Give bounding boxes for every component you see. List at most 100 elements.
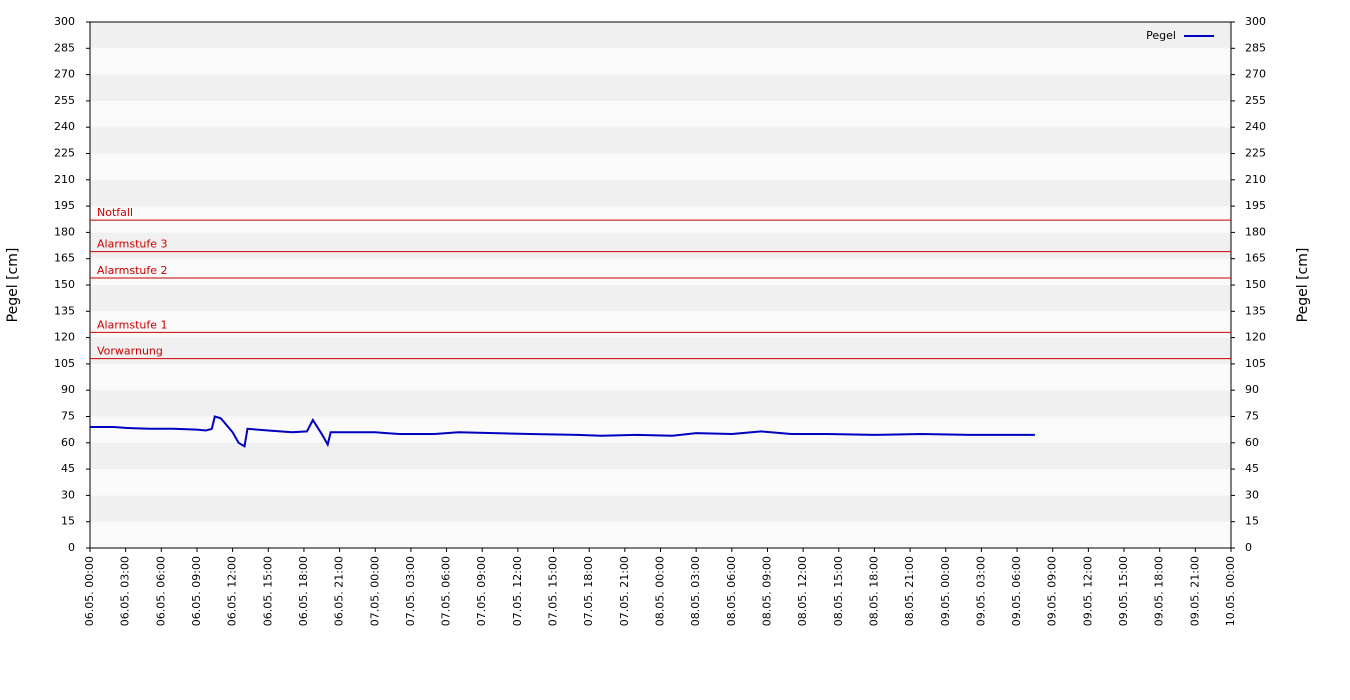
grid-band — [90, 469, 1231, 496]
threshold-label: Notfall — [97, 206, 133, 219]
x-tick-label: 07.05. 03:00 — [404, 556, 417, 626]
grid-band — [90, 416, 1231, 443]
y-tick-label: 225 — [54, 147, 75, 160]
x-tick-label: 06.05. 00:00 — [83, 556, 96, 626]
y-tick-label: 0 — [68, 541, 75, 554]
y2-tick-label: 240 — [1245, 120, 1266, 133]
threshold-label: Alarmstufe 3 — [97, 238, 168, 251]
y2-tick-label: 165 — [1245, 252, 1266, 265]
y2-tick-label: 30 — [1245, 488, 1259, 501]
x-tick-label: 08.05. 21:00 — [903, 556, 916, 626]
x-tick-label: 09.05. 09:00 — [1046, 556, 1059, 626]
x-tick-label: 09.05. 18:00 — [1153, 556, 1166, 626]
grid-band — [90, 258, 1231, 285]
x-tick-label: 08.05. 06:00 — [725, 556, 738, 626]
y-tick-label: 135 — [54, 304, 75, 317]
y-tick-label: 150 — [54, 278, 75, 291]
y2-tick-label: 15 — [1245, 515, 1259, 528]
y-tick-label: 240 — [54, 120, 75, 133]
x-tick-label: 06.05. 03:00 — [119, 556, 132, 626]
threshold-label: Alarmstufe 1 — [97, 318, 168, 331]
grid-band — [90, 127, 1231, 154]
x-tick-label: 09.05. 15:00 — [1117, 556, 1130, 626]
y2-axis-label: Pegel [cm] — [1295, 248, 1311, 323]
y2-tick-label: 195 — [1245, 199, 1266, 212]
y-tick-label: 90 — [61, 383, 75, 396]
x-tick-label: 09.05. 03:00 — [974, 556, 987, 626]
y-tick-label: 270 — [54, 68, 75, 81]
grid-band — [90, 363, 1231, 391]
grid-band — [90, 311, 1231, 338]
x-tick-label: 06.05. 15:00 — [261, 556, 274, 626]
x-tick-label: 08.05. 18:00 — [867, 556, 880, 626]
x-tick-label: 06.05. 12:00 — [226, 556, 239, 626]
grid-band — [90, 179, 1231, 207]
y-tick-label: 60 — [61, 436, 75, 449]
y-tick-label: 120 — [54, 331, 75, 344]
y2-tick-label: 135 — [1245, 304, 1266, 317]
y-tick-label: 165 — [54, 252, 75, 265]
y2-tick-label: 60 — [1245, 436, 1259, 449]
x-tick-label: 08.05. 12:00 — [796, 556, 809, 626]
y2-tick-label: 120 — [1245, 331, 1266, 344]
y-tick-label: 75 — [61, 410, 75, 423]
x-tick-label: 08.05. 15:00 — [832, 556, 845, 626]
y2-tick-label: 210 — [1245, 173, 1266, 186]
x-tick-label: 07.05. 18:00 — [582, 556, 595, 626]
grid-band — [90, 74, 1231, 101]
x-tick-label: 06.05. 18:00 — [297, 556, 310, 626]
x-tick-label: 06.05. 21:00 — [333, 556, 346, 626]
x-tick-label: 09.05. 21:00 — [1188, 556, 1201, 626]
grid-band — [90, 337, 1231, 364]
grid-band — [90, 153, 1231, 180]
grid-band — [90, 48, 1231, 75]
grid-band — [90, 442, 1231, 470]
x-tick-label: 10.05. 00:00 — [1224, 556, 1237, 626]
y2-tick-label: 300 — [1245, 15, 1266, 28]
y-tick-label: 45 — [61, 462, 75, 475]
y2-tick-label: 270 — [1245, 68, 1266, 81]
grid-band — [90, 206, 1231, 233]
x-tick-label: 07.05. 21:00 — [618, 556, 631, 626]
y2-tick-label: 225 — [1245, 147, 1266, 160]
grid-band — [90, 390, 1231, 417]
x-tick-label: 07.05. 00:00 — [368, 556, 381, 626]
data-line — [90, 415, 1035, 448]
y-tick-label: 285 — [54, 41, 75, 54]
x-tick-label: 07.05. 06:00 — [440, 556, 453, 626]
grid-band — [90, 521, 1231, 548]
y-axis-label: Pegel [cm] — [5, 248, 21, 323]
threshold-label: Vorwarnung — [97, 345, 163, 358]
y2-tick-label: 180 — [1245, 225, 1266, 238]
y-tick-label: 30 — [61, 488, 75, 501]
x-tick-label: 07.05. 15:00 — [547, 556, 560, 626]
y2-tick-label: 105 — [1245, 357, 1266, 370]
y-tick-label: 210 — [54, 173, 75, 186]
x-tick-label: 09.05. 06:00 — [1010, 556, 1023, 626]
y-tick-label: 195 — [54, 199, 75, 212]
threshold-label: Alarmstufe 2 — [97, 264, 168, 277]
y2-tick-label: 285 — [1245, 41, 1266, 54]
y-tick-label: 300 — [54, 15, 75, 28]
y2-tick-label: 0 — [1245, 541, 1252, 554]
grid-band — [90, 495, 1231, 522]
x-tick-label: 07.05. 12:00 — [511, 556, 524, 626]
x-tick-label: 08.05. 09:00 — [760, 556, 773, 626]
x-tick-label: 06.05. 06:00 — [154, 556, 167, 626]
y2-tick-label: 45 — [1245, 462, 1259, 475]
x-tick-label: 08.05. 03:00 — [689, 556, 702, 626]
y2-tick-label: 255 — [1245, 94, 1266, 107]
x-tick-label: 09.05. 00:00 — [939, 556, 952, 626]
legend-label: Pegel — [1146, 29, 1176, 42]
y-tick-label: 15 — [61, 515, 75, 528]
grid-band — [90, 100, 1231, 128]
y-tick-label: 180 — [54, 225, 75, 238]
x-tick-label: 08.05. 00:00 — [654, 556, 667, 626]
y-tick-label: 255 — [54, 94, 75, 107]
grid-band — [90, 22, 1231, 49]
y2-tick-label: 150 — [1245, 278, 1266, 291]
x-tick-label: 06.05. 09:00 — [190, 556, 203, 626]
y2-tick-label: 90 — [1245, 383, 1259, 396]
grid-band — [90, 232, 1231, 259]
